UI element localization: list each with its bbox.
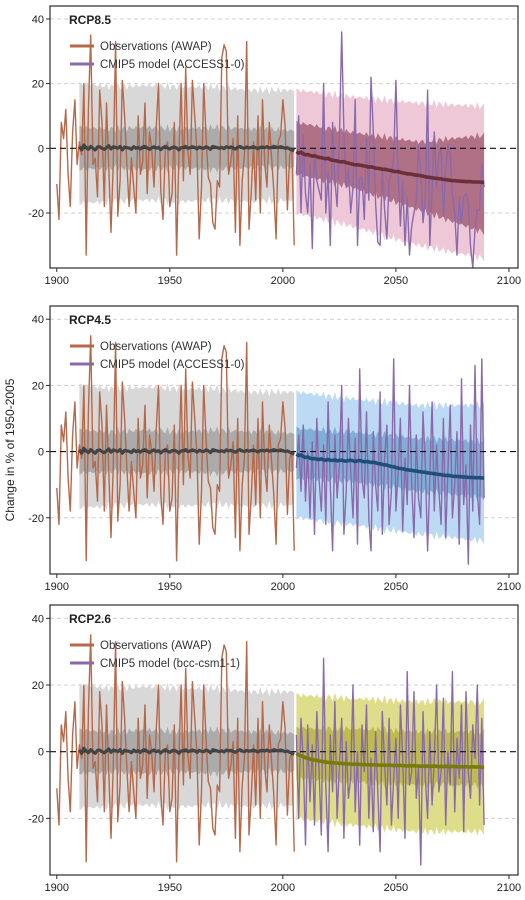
x-tick-label: 2100 <box>497 882 521 894</box>
y-tick-label: 0 <box>38 447 44 459</box>
y-tick-label: 40 <box>32 613 44 625</box>
plot-area <box>50 318 518 565</box>
x-tick-label: 2050 <box>384 581 408 593</box>
historical-median-line <box>78 143 295 153</box>
legend: Observations (AWAP) CMIP5 model (bcc-csm1… <box>70 640 240 670</box>
legend: Observations (AWAP) CMIP5 model (ACCESS1-… <box>70 41 245 71</box>
x-tick-label: 2000 <box>271 275 295 287</box>
y-tick-label: 40 <box>32 14 44 26</box>
model-line <box>295 657 485 866</box>
panel-rcp85: RCP8.5 Observations (AWAP) CMIP5 model (AC… <box>28 5 521 287</box>
historical-median-line <box>78 746 295 756</box>
plot-frame <box>49 305 519 575</box>
x-tick-label: 1950 <box>158 581 182 593</box>
x-tick-label: 2100 <box>497 275 521 287</box>
x-tick-label: 2000 <box>271 882 295 894</box>
y-tick-label: 20 <box>32 680 44 692</box>
x-tick-label: 1900 <box>45 581 69 593</box>
y-tick-label: 0 <box>38 747 44 759</box>
y-tick-label: 20 <box>32 380 44 392</box>
y-tick-label: -20 <box>28 208 44 220</box>
y-tick-label: 20 <box>32 79 44 91</box>
plot-frame <box>49 5 519 269</box>
panel-title: RCP8.5 <box>69 13 111 27</box>
legend-entry: Observations (AWAP) <box>100 341 212 353</box>
y-tick-label: 40 <box>32 314 44 326</box>
projected-median-line <box>295 150 485 185</box>
projected-median-line <box>295 751 485 770</box>
x-tick-label: 1950 <box>158 275 182 287</box>
legend: Observations (AWAP) CMIP5 model (ACCESS1-… <box>70 341 245 371</box>
y-axis-label: Change in % of 1950-2005 <box>3 378 17 521</box>
plot-area <box>50 617 518 866</box>
x-tick-label: 1900 <box>45 275 69 287</box>
panel-title: RCP4.5 <box>69 313 111 327</box>
x-tick-label: 2050 <box>384 882 408 894</box>
panel-title: RCP2.6 <box>69 612 111 626</box>
y-tick-label: -20 <box>28 513 44 525</box>
historical-median-line <box>78 446 295 456</box>
x-tick-label: 1950 <box>158 882 182 894</box>
x-tick-label: 2000 <box>271 581 295 593</box>
model-line <box>295 31 485 268</box>
x-tick-label: 2100 <box>497 581 521 593</box>
observations-line <box>56 634 295 863</box>
legend-entry: CMIP5 model (ACCESS1-0) <box>100 59 245 71</box>
plot-area <box>50 18 518 268</box>
model-line <box>295 358 485 565</box>
observations-line <box>56 34 295 256</box>
legend-entry: Observations (AWAP) <box>100 640 212 652</box>
legend-entry: CMIP5 model (bcc-csm1-1) <box>100 658 240 670</box>
plot-frame <box>49 604 519 876</box>
y-tick-label: 0 <box>38 143 44 155</box>
x-tick-label: 2050 <box>384 275 408 287</box>
panel-rcp45: RCP4.5 Observations (AWAP) CMIP5 model (AC… <box>28 305 521 593</box>
legend-entry: Observations (AWAP) <box>100 41 212 53</box>
observations-line <box>56 335 295 562</box>
x-tick-label: 1900 <box>45 882 69 894</box>
projected-median-line <box>295 452 485 480</box>
y-tick-label: -20 <box>28 813 44 825</box>
panel-rcp26: RCP2.6 Observations (AWAP) CMIP5 model (bc… <box>28 604 521 894</box>
legend-entry: CMIP5 model (ACCESS1-0) <box>100 359 245 371</box>
